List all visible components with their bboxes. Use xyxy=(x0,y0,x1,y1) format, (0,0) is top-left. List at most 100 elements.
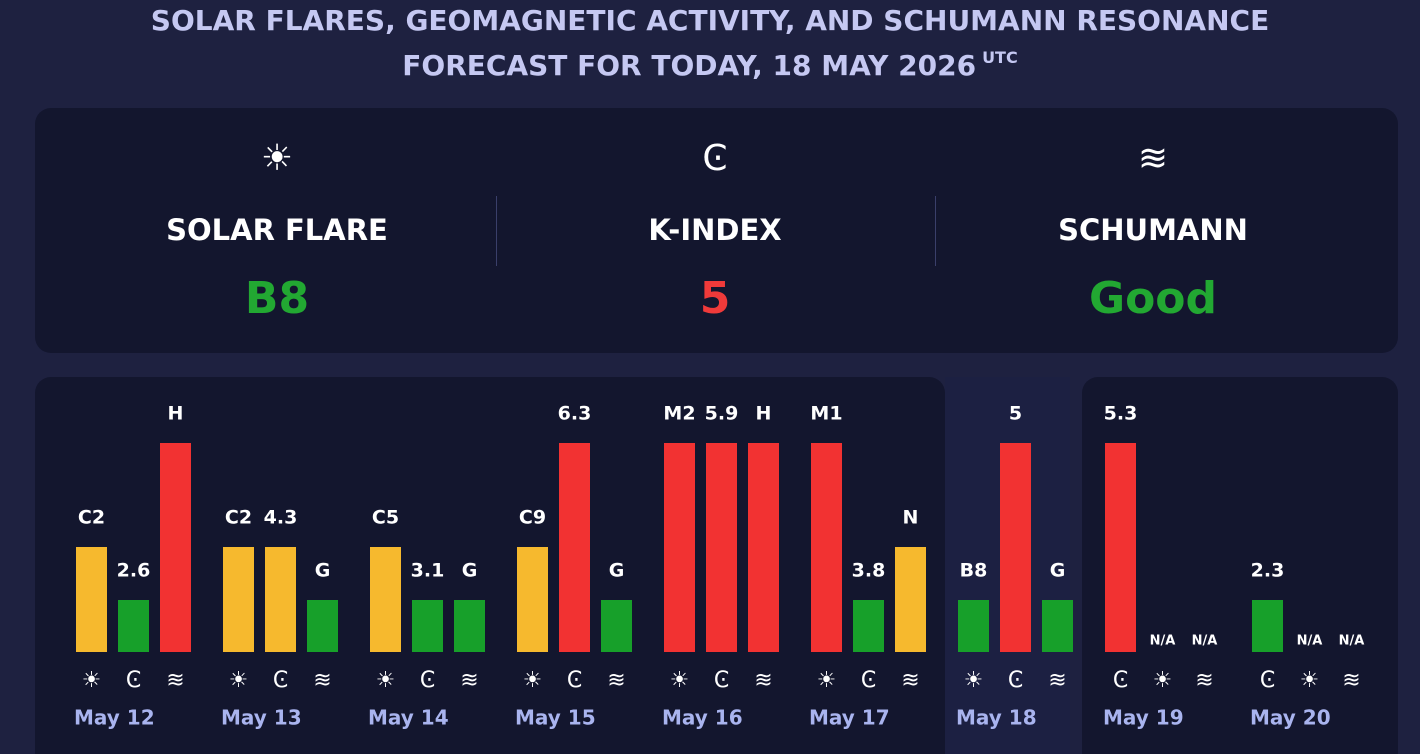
bar xyxy=(601,600,632,652)
icon: ≋ xyxy=(1137,138,1169,179)
bar-label: N/A xyxy=(1339,634,1365,649)
bar-label: 6.3 xyxy=(558,403,592,425)
date-label: May 12 xyxy=(74,706,155,730)
bar-icon: ≋ xyxy=(1195,668,1213,693)
bar xyxy=(454,600,485,652)
bar xyxy=(1105,443,1136,652)
bar-label: B8 xyxy=(960,560,988,582)
bar xyxy=(370,547,401,652)
title: SOLAR FLARES, GEOMAGNETIC ACTIVITY, AND … xyxy=(150,4,1270,37)
bar-label: 2.3 xyxy=(1251,560,1285,582)
bar-label: C2 xyxy=(225,507,252,529)
bar xyxy=(706,443,737,652)
date-label: May 19 xyxy=(1103,706,1184,730)
bar xyxy=(76,547,107,652)
bar xyxy=(412,600,443,652)
bar-icon: ≋ xyxy=(1048,668,1066,693)
bar-icon: ≋ xyxy=(901,668,919,693)
bar xyxy=(895,547,926,652)
bar xyxy=(517,547,548,652)
bar-icon: Ͼ xyxy=(1260,668,1275,693)
bar-icon: ≋ xyxy=(1342,668,1360,693)
bar-icon: Ͼ xyxy=(1113,668,1128,693)
label: SOLAR FLARE xyxy=(166,213,388,247)
bar-label: 5 xyxy=(1009,403,1022,425)
date-label: May 16 xyxy=(662,706,743,730)
bar-icon: ≋ xyxy=(313,668,331,693)
bar-icon: ☀ xyxy=(523,668,543,693)
bar xyxy=(664,443,695,652)
bar-icon: ☀ xyxy=(82,668,102,693)
bar-label: 5.3 xyxy=(1104,403,1138,425)
icon: ☀ xyxy=(260,138,294,179)
bar xyxy=(811,443,842,652)
bar xyxy=(748,443,779,652)
bar-label: N/A xyxy=(1192,634,1218,649)
bar-label: 3.8 xyxy=(852,560,886,582)
bar-label: C5 xyxy=(372,507,399,529)
bar-label: C9 xyxy=(519,507,546,529)
bar-icon: Ͼ xyxy=(567,668,582,693)
bar-icon: ≋ xyxy=(460,668,478,693)
bar-label: M1 xyxy=(810,403,842,425)
bar xyxy=(160,443,191,652)
bar-label: 4.3 xyxy=(264,507,298,529)
value: 5 xyxy=(699,273,731,324)
label: SCHUMANN xyxy=(1058,213,1248,247)
bar-label: N xyxy=(903,507,919,529)
bar xyxy=(853,600,884,652)
bar xyxy=(559,443,590,652)
date-label: May 15 xyxy=(515,706,596,730)
bar-icon: Ͼ xyxy=(714,668,729,693)
bar-icon: Ͼ xyxy=(273,668,288,693)
bar-icon: Ͼ xyxy=(420,668,435,693)
bar-icon: Ͼ xyxy=(1008,668,1023,693)
bar xyxy=(265,547,296,652)
label: K-INDEX xyxy=(648,213,782,247)
title-sup: UTC xyxy=(982,48,1018,67)
bar-icon: ☀ xyxy=(670,668,690,693)
bar-label: G xyxy=(1050,560,1066,582)
bar xyxy=(1000,443,1031,652)
bar-icon: ☀ xyxy=(1300,668,1320,693)
bar-icon: Ͼ xyxy=(861,668,876,693)
bar-label: N/A xyxy=(1150,634,1176,649)
bar xyxy=(118,600,149,652)
bar-label: G xyxy=(462,560,478,582)
bar-icon: ☀ xyxy=(964,668,984,693)
date-label: May 18 xyxy=(956,706,1037,730)
bar xyxy=(1252,600,1283,652)
bar-label: G xyxy=(609,560,625,582)
bar-icon: ☀ xyxy=(817,668,837,693)
bar-label: 2.6 xyxy=(117,560,151,582)
bar-icon: ☀ xyxy=(1153,668,1173,693)
bar xyxy=(958,600,989,652)
bar-label: M2 xyxy=(663,403,695,425)
date-label: May 17 xyxy=(809,706,890,730)
bar xyxy=(307,600,338,652)
bar-icon: ≋ xyxy=(166,668,184,693)
divider xyxy=(496,196,497,266)
bar xyxy=(223,547,254,652)
bar-label: 3.1 xyxy=(411,560,445,582)
divider xyxy=(935,196,936,266)
today-item: ☀ SOLAR FLARE B8 xyxy=(58,108,496,353)
icon: Ͼ xyxy=(702,138,728,179)
bar-icon: ≋ xyxy=(754,668,772,693)
bar-label: H xyxy=(756,403,772,425)
bar xyxy=(1042,600,1073,652)
bar-icon: ☀ xyxy=(376,668,396,693)
today-panel: ☀ SOLAR FLARE B8 Ͼ K-INDEX 5 ≋ SCHUMANN Good xyxy=(35,108,1398,353)
bar-label: H xyxy=(168,403,184,425)
date-label: May 13 xyxy=(221,706,302,730)
bar-icon: Ͼ xyxy=(126,668,141,693)
today-item: Ͼ K-INDEX 5 xyxy=(496,108,934,353)
value: B8 xyxy=(244,273,310,324)
panel xyxy=(1082,377,1398,754)
bar-icon: ≋ xyxy=(607,668,625,693)
value: Good xyxy=(1088,273,1218,324)
bar-label: N/A xyxy=(1297,634,1323,649)
date-label: May 14 xyxy=(368,706,449,730)
